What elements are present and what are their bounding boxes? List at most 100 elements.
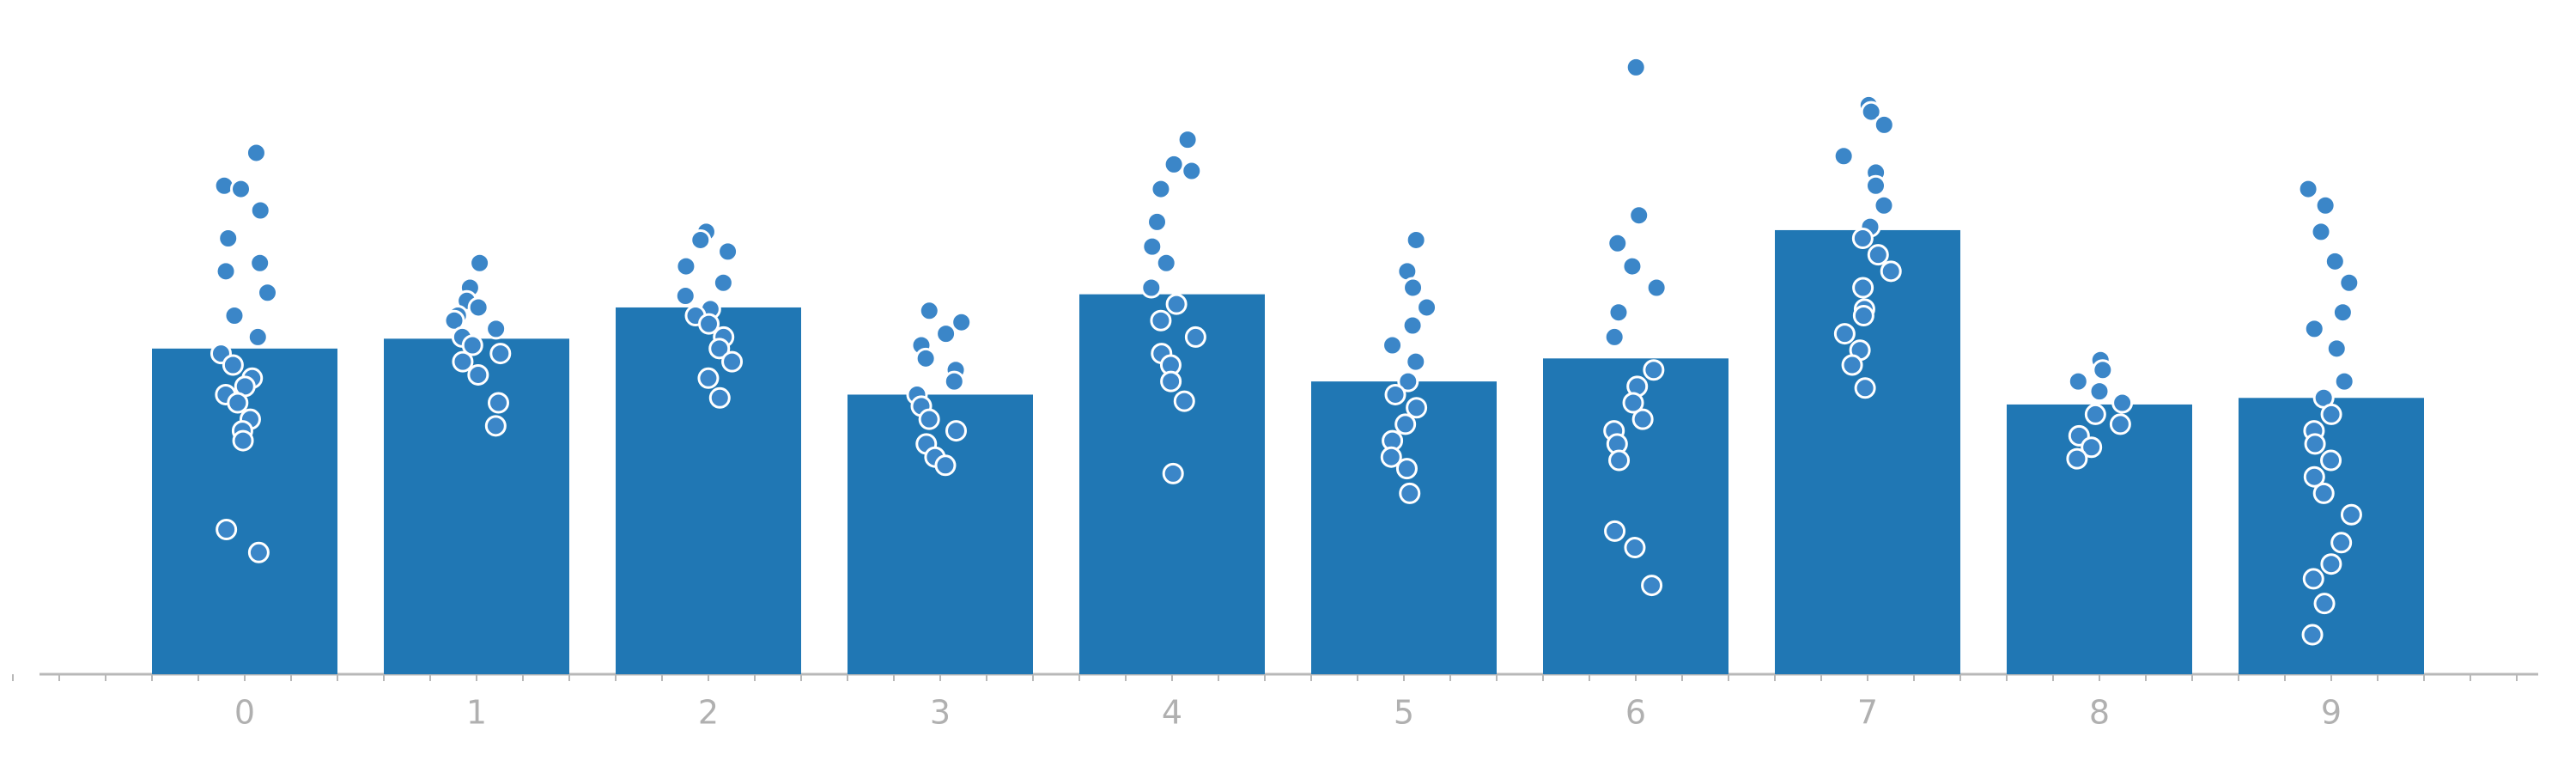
data-point [222,354,244,376]
x-tick-label: 8 [2089,694,2110,732]
data-point [1382,334,1404,356]
data-point [484,415,507,437]
data-point [247,541,270,563]
data-point [2303,466,2325,488]
data-point [1162,462,1184,484]
data-point [2324,250,2346,272]
data-point [1150,178,1172,200]
data-point [1406,397,1428,419]
data-point [1852,305,1874,327]
data-point [934,454,957,477]
data-point [467,363,489,386]
data-point [2066,447,2088,470]
data-point [1624,537,1646,559]
data-point [2081,436,2103,459]
data-point [914,347,937,369]
data-point [697,367,720,389]
data-point [216,518,238,540]
data-point [230,178,252,200]
data-point [951,311,973,333]
data-point [2084,403,2106,425]
data-point [717,240,739,263]
data-point [469,252,491,274]
data-point [1163,153,1185,175]
data-point [1873,194,1895,216]
bar [848,394,1033,674]
data-point [2301,624,2324,646]
data-point [2310,221,2332,243]
data-point [918,408,940,430]
data-point [489,343,512,365]
data-point [257,282,279,304]
data-point [1643,359,1665,381]
data-point [1399,482,1421,504]
data-point [1397,370,1419,393]
data-point [1645,277,1668,299]
data-point [690,228,712,251]
bar [384,338,569,674]
x-tick-label: 7 [1857,694,1878,732]
data-point [1852,277,1874,299]
data-point [1625,56,1647,78]
data-point [249,252,271,274]
x-tick-label: 2 [698,694,719,732]
data-point [1181,160,1203,182]
data-point [2303,318,2325,340]
data-point [227,392,249,414]
x-tick-label: 1 [466,694,487,732]
data-point [1146,210,1169,233]
data-point [1621,255,1643,277]
data-point [1607,232,1629,254]
bar [1079,294,1265,674]
data-point [712,271,734,294]
data-point [675,255,697,277]
data-point [2312,482,2335,504]
data-point [2302,568,2324,590]
data-point [2297,178,2319,200]
data-point [935,323,957,345]
data-point [2320,553,2342,575]
data-point [1608,449,1631,472]
data-point [2320,403,2342,425]
data-point [1832,145,1855,167]
data-point [1395,458,1418,480]
data-point [1607,301,1630,324]
data-point [215,260,237,283]
data-point [461,334,483,356]
x-tick-label: 0 [234,694,255,732]
data-point [1851,228,1874,250]
data-point [1833,323,1856,345]
data-point [467,296,489,319]
data-point [721,350,744,373]
data-point [1380,446,1402,468]
data-point [1604,520,1626,542]
data-point [2333,370,2355,393]
data-point [2338,271,2360,294]
data-point [2330,532,2353,554]
x-tick-label: 4 [1162,694,1182,732]
data-point [217,228,240,250]
data-point [708,338,731,360]
data-point [698,313,720,335]
data-point [2314,194,2336,216]
data-point [945,420,967,442]
data-point [246,326,269,348]
data-point [1140,277,1163,299]
data-point [1631,408,1654,430]
data-point [245,142,267,164]
data-point [232,429,254,452]
data-point [1141,235,1163,258]
data-point [1873,113,1895,136]
data-point [1416,296,1438,319]
data-point [1628,204,1650,227]
data-point [2331,301,2354,324]
data-point [918,300,940,322]
data-point [223,305,246,327]
data-point [1854,377,1876,399]
data-point [1841,354,1863,376]
x-tick-label: 9 [2321,694,2342,732]
bar [616,307,801,674]
data-point [2340,503,2362,526]
